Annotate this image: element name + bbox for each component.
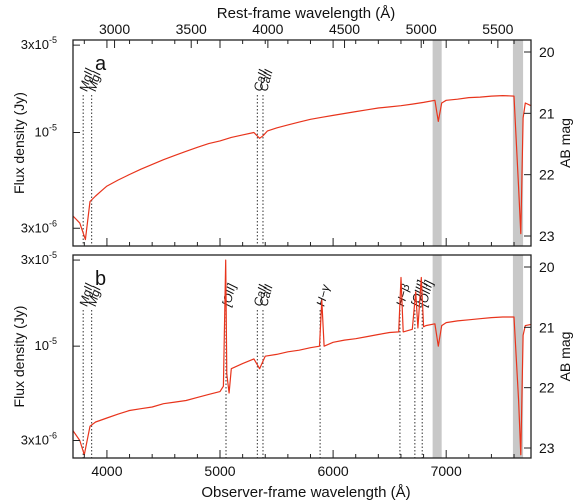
y2-tick-label: 20 [539, 259, 555, 275]
y2-axis-label: AB mag [557, 118, 573, 168]
observer-frame-axis-label: Observer-frame wavelength (Å) [201, 484, 410, 501]
line-label: MgI [85, 284, 104, 308]
telluric-band [512, 40, 524, 246]
line-label: CaII [251, 282, 270, 308]
y2-tick-label: 23 [539, 440, 555, 456]
line-label: CaII [256, 282, 275, 308]
y-axis-label: Flux density (Jy) [11, 92, 27, 194]
spectrum-line [72, 94, 532, 241]
y2-tick-label: 22 [539, 380, 555, 396]
line-label: H−γ [313, 282, 332, 308]
x2-tick-label: 5000 [406, 21, 437, 37]
x2-tick-label: 3500 [176, 21, 207, 37]
y2-tick-label: 20 [539, 44, 555, 60]
line-label: H−β [393, 282, 412, 308]
line-label: [OIII] [408, 278, 429, 308]
x2-tick-label: 3000 [99, 21, 130, 37]
line-label: [OII] [219, 282, 239, 309]
panel-label: b [95, 268, 106, 290]
y-tick-label: 10-5 [35, 336, 57, 353]
line-label: MgII [77, 281, 97, 308]
y-axis-label: Flux density (Jy) [11, 306, 27, 408]
telluric-band [512, 255, 524, 458]
line-label: CaII [251, 67, 270, 93]
y-tick-label: 3x10-5 [21, 35, 57, 52]
x-tick-label: 6000 [318, 463, 349, 479]
x-tick-label: 7000 [431, 463, 462, 479]
telluric-band [432, 255, 442, 458]
y2-axis-label: AB mag [557, 332, 573, 382]
y2-tick-label: 22 [539, 167, 555, 183]
x2-tick-label: 5500 [482, 21, 513, 37]
y2-tick-label: 23 [539, 228, 555, 244]
line-label: MgI [85, 69, 104, 93]
line-label: CaII [256, 67, 275, 93]
x2-tick-label: 4000 [252, 21, 283, 37]
spectrum-line [72, 259, 532, 456]
x-tick-label: 4000 [91, 463, 122, 479]
y2-tick-label: 21 [539, 105, 555, 121]
y-tick-label: 3x10-6 [21, 431, 57, 448]
y-tick-label: 3x10-6 [21, 218, 57, 235]
plot-frame [72, 39, 532, 247]
y-tick-label: 10-5 [35, 123, 57, 140]
panel-label: a [95, 53, 107, 75]
x-tick-label: 5000 [204, 463, 235, 479]
rest-frame-axis-label: Rest-frame wavelength (Å) [217, 5, 395, 22]
plot-frame [72, 254, 532, 459]
x2-tick-label: 4500 [329, 21, 360, 37]
telluric-band [432, 40, 442, 246]
y-tick-label: 3x10-5 [21, 250, 57, 267]
line-label: MgII [77, 66, 97, 93]
y2-tick-label: 21 [539, 319, 555, 335]
